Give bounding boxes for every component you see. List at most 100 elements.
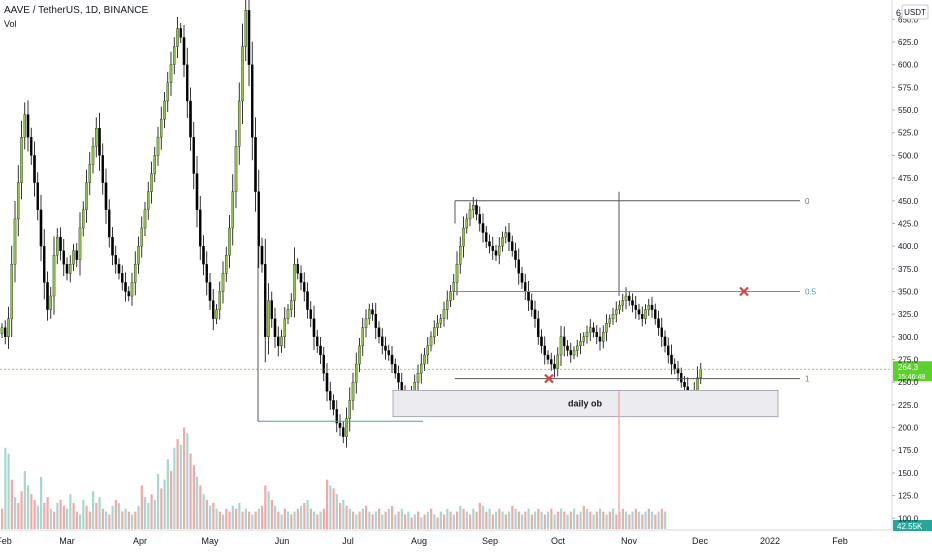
candle-body: [559, 336, 563, 356]
candle-body: [354, 363, 358, 383]
volume-bar: [147, 502, 150, 529]
candle-body: [582, 336, 586, 342]
volume-bar: [332, 488, 335, 529]
candle-body: [49, 295, 53, 310]
volume-bar: [602, 511, 605, 529]
candle-body: [657, 318, 660, 328]
candle-body: [338, 422, 342, 428]
volume-bar: [303, 502, 306, 529]
volume-bar: [462, 508, 465, 529]
time-axis-tick-label: Feb: [832, 536, 848, 546]
price-axis-tick-label: 325.0: [898, 310, 919, 319]
candle-body: [524, 282, 527, 292]
volume-bar: [404, 514, 407, 529]
volume-bar: [355, 514, 358, 529]
volume-bar: [378, 508, 381, 529]
candle-body: [296, 264, 299, 274]
time-axis: Feb Mar Apr May Jun Jul Aug Sep Oct Nov Dec 2022 Feb: [0, 536, 848, 546]
candle-body: [426, 345, 429, 356]
candle-body: [569, 350, 573, 356]
candle-body: [475, 205, 478, 215]
price-axis-top-label: 6: [896, 8, 901, 18]
volume-bar: [556, 511, 559, 529]
volume-bar: [257, 508, 260, 529]
candle-body: [143, 209, 147, 229]
candle-body: [429, 336, 433, 347]
candle-body: [159, 118, 163, 138]
candle-body: [650, 304, 654, 310]
price-axis-tick-label: 350.0: [898, 287, 919, 296]
volume-bar: [43, 502, 46, 529]
candle-body: [367, 309, 371, 319]
volume-bar: [543, 514, 546, 529]
volume-bar: [345, 505, 348, 529]
volume-bar: [183, 427, 186, 529]
candle-body: [637, 309, 641, 315]
candle-body: [127, 291, 131, 297]
time-axis-tick-label: 2022: [760, 536, 780, 546]
volume-bar: [621, 508, 624, 529]
candle-body: [202, 245, 205, 265]
candle-body: [121, 273, 124, 283]
candle-body: [104, 182, 108, 210]
candle-body: [322, 354, 325, 374]
volume-bar: [420, 517, 423, 529]
candle-body: [52, 255, 56, 297]
volume-bar: [82, 500, 85, 529]
volume-bar: [316, 514, 319, 529]
candle-body: [108, 209, 111, 238]
volume-bar: [400, 508, 403, 529]
volume-bar: [540, 511, 543, 529]
candle-body: [36, 182, 40, 210]
volume-bar: [160, 488, 163, 529]
volume-bar: [111, 505, 114, 529]
candle-body: [579, 341, 582, 347]
volume-bar: [553, 514, 556, 529]
volume-bar: [231, 505, 234, 529]
candle-body: [680, 372, 683, 383]
volume-bar: [537, 508, 540, 529]
volume-bar: [625, 511, 628, 529]
volume-bar: [605, 514, 608, 529]
candle-body: [231, 191, 234, 229]
volume-bar: [212, 502, 215, 529]
candle-body: [585, 332, 589, 338]
candle-body: [111, 236, 114, 256]
candle-body: [95, 128, 98, 147]
candle-body: [364, 318, 368, 328]
candle-body: [563, 336, 566, 347]
candle-body: [432, 327, 436, 337]
candle-body: [82, 209, 85, 229]
volume-bar: [322, 508, 325, 529]
volume-bar: [433, 514, 436, 529]
candle-body: [29, 137, 33, 156]
candle-body: [114, 255, 118, 265]
time-axis-tick-label: Jun: [275, 536, 290, 546]
candle-body: [377, 327, 381, 337]
volume-bar: [40, 476, 43, 529]
price-axis-tick-label: 650.0: [898, 15, 919, 24]
candle-body: [380, 336, 384, 347]
candle-body: [566, 345, 569, 351]
volume-bar: [569, 511, 572, 529]
volume-bar: [215, 508, 218, 529]
volume-bar: [108, 514, 111, 529]
candle-body: [602, 332, 605, 342]
volume-bar: [105, 511, 108, 529]
currency-badge[interactable]: [901, 4, 929, 20]
volume-bar: [209, 505, 212, 529]
volume-bar: [579, 511, 582, 529]
volume-bar: [371, 514, 374, 529]
volume-bar: [391, 505, 394, 529]
candle-body: [423, 354, 426, 365]
volume-bar: [634, 508, 637, 529]
candle-body: [198, 209, 202, 247]
volume-bar: [163, 479, 166, 529]
volume-bar: [228, 511, 231, 529]
candle-body: [478, 214, 481, 224]
volume-bar: [329, 485, 332, 529]
volume-last-value: 42.55K: [897, 522, 923, 531]
candle-body: [185, 64, 189, 102]
volume-bar: [267, 491, 270, 529]
